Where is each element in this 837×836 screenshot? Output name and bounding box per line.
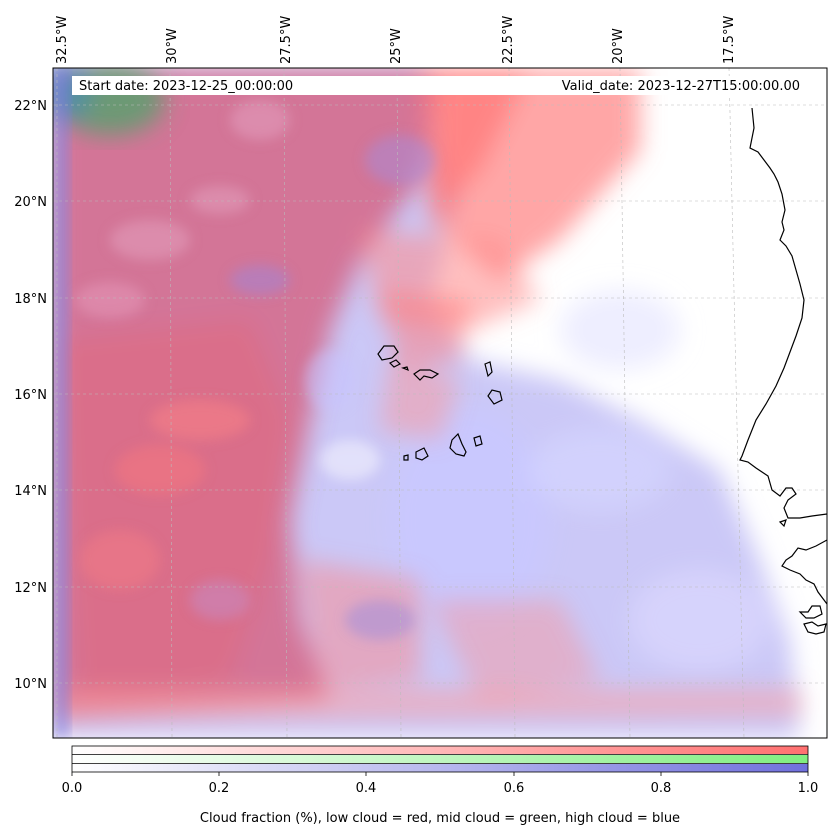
lat-label-18n: 18°N <box>14 292 47 307</box>
cloud-field <box>53 68 800 738</box>
colorbar-high-cloud <box>72 764 808 772</box>
header-band <box>72 76 808 95</box>
colorbar-title: Cloud fraction (%), low cloud = red, mid… <box>200 811 680 826</box>
cloud-texture <box>75 100 435 640</box>
colorbar-low-cloud <box>72 746 808 754</box>
colorbar-tick-5: 1.0 <box>798 781 819 796</box>
longitude-labels: 32.5°W 30°W 27.5°W 25°W 22.5°W 20°W 17.5… <box>55 16 737 64</box>
cape-verde-islands <box>377 345 503 461</box>
latitude-labels: 22°N 20°N 18°N 16°N 14°N 12°N 10°N <box>14 99 47 692</box>
edge-high-cloud <box>53 68 69 738</box>
island-boa-vista <box>487 389 503 405</box>
island-sal <box>484 361 493 378</box>
island-sao-nicolau <box>413 369 440 381</box>
colorbar-tick-3: 0.6 <box>504 781 525 796</box>
lat-label-10n: 10°N <box>14 677 47 692</box>
start-date-label: Start date: 2023-12-25_00:00:00 <box>79 79 293 94</box>
lon-label-30w: 30°W <box>165 28 180 64</box>
colorbar-tick-0: 0.0 <box>62 781 83 796</box>
lat-label-20n: 20°N <box>14 195 47 210</box>
coastlines <box>739 107 827 635</box>
lon-label-17-5w: 17.5°W <box>722 16 737 64</box>
island-maio <box>473 435 483 447</box>
gridlines <box>53 68 827 738</box>
lat-label-12n: 12°N <box>14 581 47 596</box>
map-plot-area <box>53 68 827 738</box>
lon-label-32-5w: 32.5°W <box>55 16 70 64</box>
lon-label-27-5w: 27.5°W <box>279 16 294 64</box>
map-frame <box>52 67 828 739</box>
lon-label-20w: 20°W <box>611 28 626 64</box>
africa-coastline-south <box>781 539 827 605</box>
lon-label-22-5w: 22.5°W <box>501 16 516 64</box>
island-brava <box>403 454 409 461</box>
lat-label-22n: 22°N <box>14 99 47 114</box>
lat-label-16n: 16°N <box>14 388 47 403</box>
colorbar-tick-1: 0.2 <box>209 781 230 796</box>
island-sao-vicente <box>388 359 402 368</box>
island-santo-antao <box>377 345 399 361</box>
island-santiago <box>449 432 467 457</box>
colorbar-mid-cloud <box>72 755 808 763</box>
colorbar-tick-2: 0.4 <box>356 781 377 796</box>
colorbar: 0.0 0.2 0.4 0.6 0.8 1.0 Cloud fraction (… <box>62 745 819 826</box>
colorbar-tick-4: 0.8 <box>651 781 672 796</box>
lon-label-25w: 25°W <box>389 28 404 64</box>
island-fogo <box>415 447 429 461</box>
africa-coastline <box>739 107 827 519</box>
island-santa-luzia <box>401 366 409 372</box>
lat-label-14n: 14°N <box>14 484 47 499</box>
valid-date-label: Valid_date: 2023-12-27T15:00:00.00 <box>562 79 800 94</box>
